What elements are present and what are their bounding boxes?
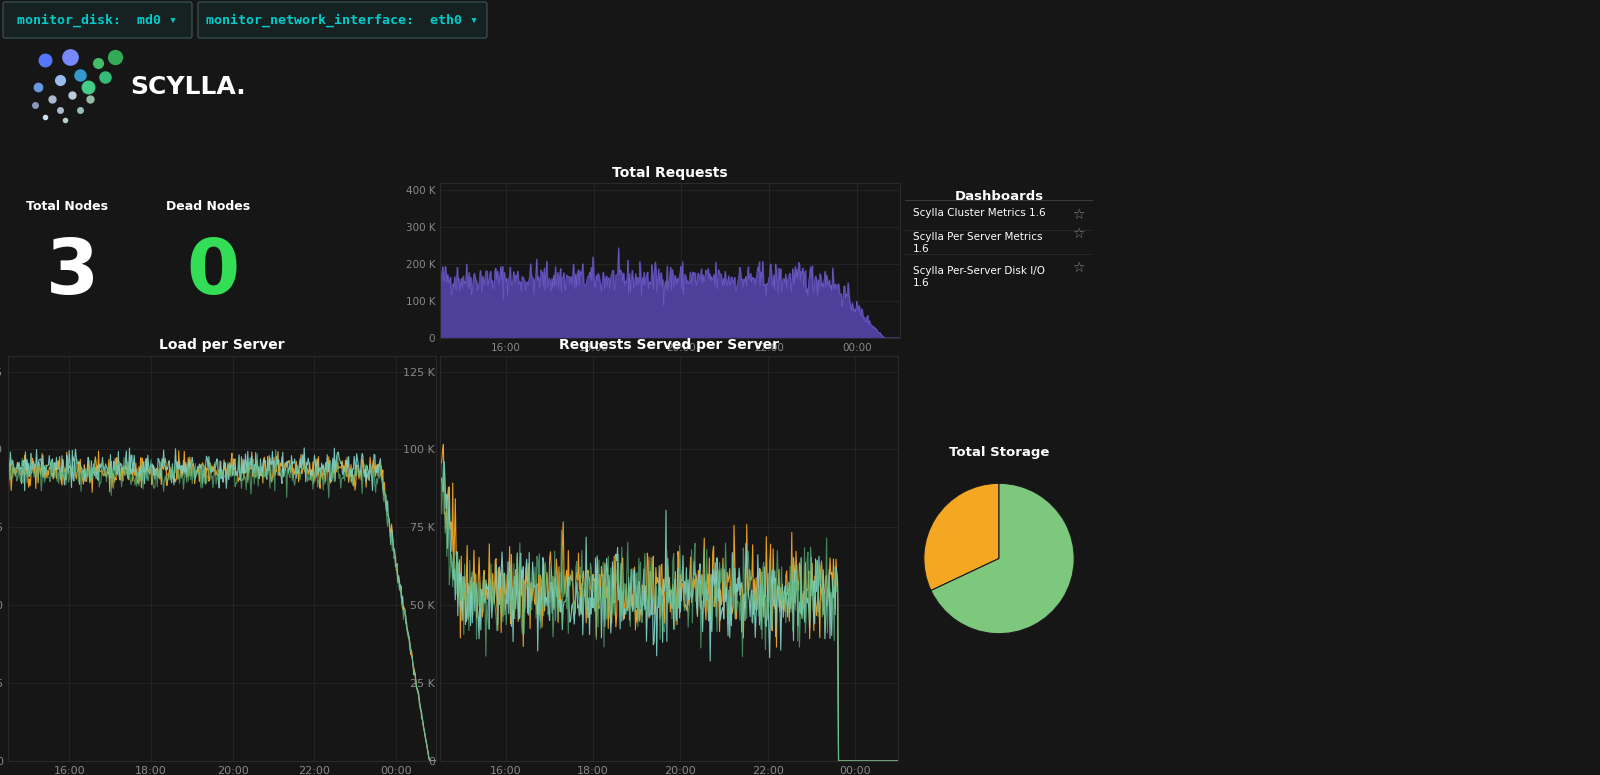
Text: Dead Nodes: Dead Nodes <box>166 200 250 213</box>
Wedge shape <box>923 484 998 591</box>
Text: ☆: ☆ <box>1072 227 1085 241</box>
Title: Load per Server: Load per Server <box>158 338 285 352</box>
Text: 3: 3 <box>46 236 99 310</box>
Title: Total Requests: Total Requests <box>613 167 728 181</box>
Text: monitor_disk:  md0 ▾: monitor_disk: md0 ▾ <box>18 13 178 26</box>
Text: Scylla Per Server Metrics
1.6: Scylla Per Server Metrics 1.6 <box>914 232 1043 253</box>
Text: Dashboards: Dashboards <box>955 190 1043 203</box>
FancyBboxPatch shape <box>3 2 192 38</box>
Wedge shape <box>931 484 1074 634</box>
Title: Total Storage: Total Storage <box>949 446 1050 459</box>
Text: monitor_network_interface:  eth0 ▾: monitor_network_interface: eth0 ▾ <box>206 13 478 26</box>
Text: ☆: ☆ <box>1072 261 1085 275</box>
Text: Scylla Cluster Metrics 1.6: Scylla Cluster Metrics 1.6 <box>914 208 1046 218</box>
Text: Total Nodes: Total Nodes <box>26 200 109 213</box>
Text: 0: 0 <box>186 236 238 310</box>
Text: ☆: ☆ <box>1072 208 1085 222</box>
Title: Requests Served per Server: Requests Served per Server <box>558 338 779 352</box>
FancyBboxPatch shape <box>198 2 486 38</box>
Text: SCYLLA.: SCYLLA. <box>130 75 246 99</box>
Text: Scylla Per-Server Disk I/O
1.6: Scylla Per-Server Disk I/O 1.6 <box>914 266 1045 288</box>
